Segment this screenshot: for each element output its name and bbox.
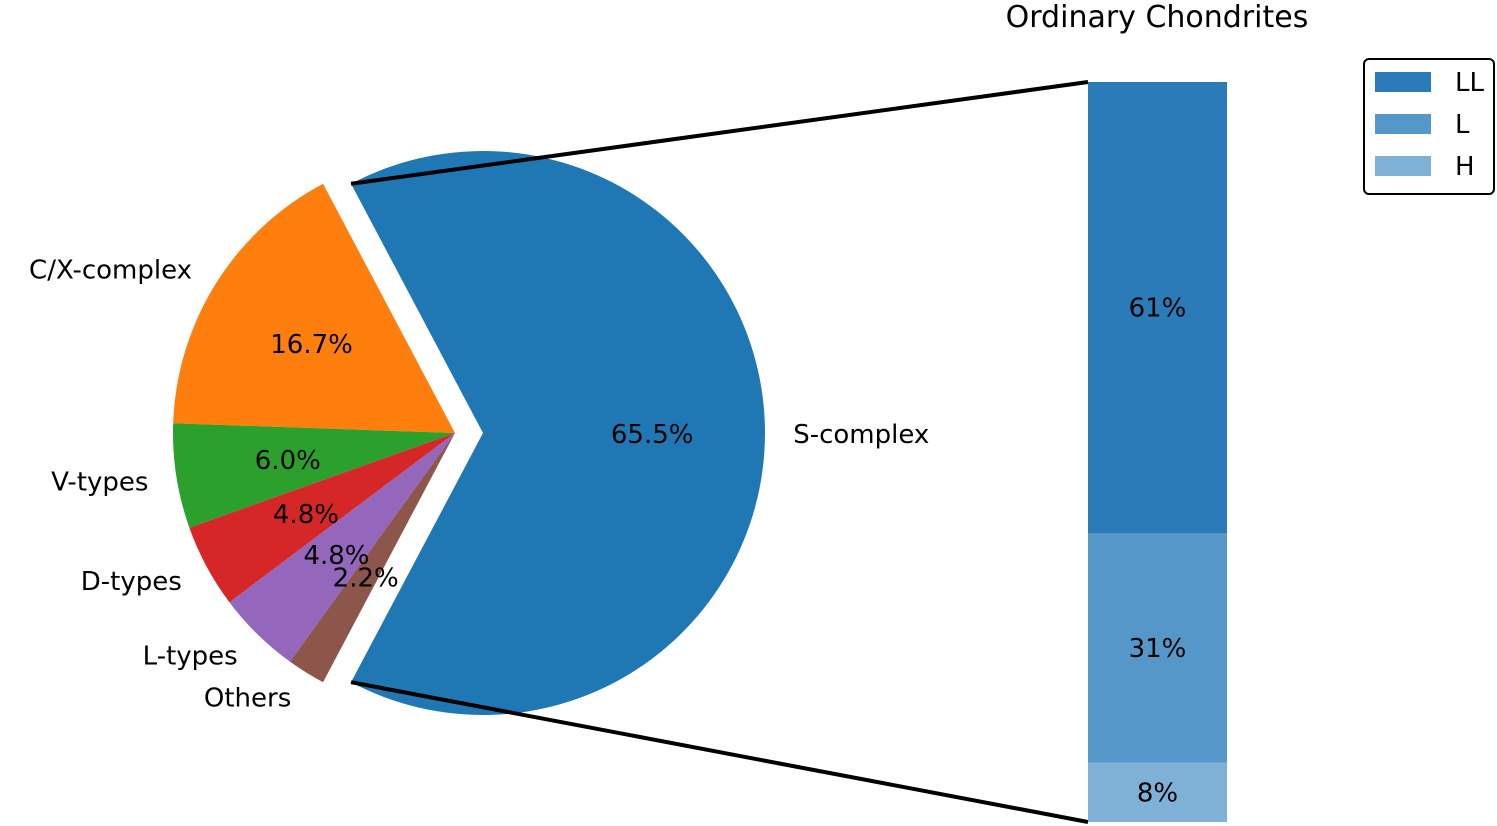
pie-slice-v-types (173, 423, 455, 528)
pie-category-label-others: Others (204, 683, 291, 713)
pie-category-label-l-types: L-types (143, 641, 238, 671)
bar-chart-title: Ordinary Chondrites (1006, 0, 1309, 35)
stacked-bar-chart: 61% 31% 8% (1088, 82, 1227, 822)
bar-segment-label-l: 31% (1129, 634, 1187, 664)
legend-swatch-h (1375, 156, 1431, 176)
bar-segment-label-h: 8% (1137, 778, 1178, 808)
bar-segment-l (1088, 533, 1227, 763)
pie-category-label-c-x-complex: C/X-complex (29, 255, 192, 285)
legend-swatch-l (1375, 114, 1431, 134)
legend-label-ll: LL (1455, 68, 1484, 98)
legend-label-l: L (1455, 110, 1470, 140)
pie-pct-label-v-types: 6.0% (255, 446, 321, 476)
pie-category-label-d-types: D-types (81, 567, 182, 597)
pie-slice-others (289, 433, 455, 683)
pie-pct-label-others: 2.2% (333, 564, 399, 594)
bar-segment-label-ll: 61% (1129, 294, 1187, 324)
pie-pct-label-d-types: 4.8% (273, 500, 339, 530)
pie-pct-label-c-x-complex: 16.7% (270, 330, 353, 360)
pie-pct-label-s-complex: 65.5% (611, 420, 694, 450)
connector-line-bottom (350, 680, 1089, 824)
pie-chart: 65.5% S-complex 16.7% C/X-complex 6.0% V-type… (29, 150, 929, 715)
pie-slice-d-types (189, 433, 455, 603)
legend-label-h: H (1455, 152, 1475, 182)
connector-lines (350, 80, 1089, 824)
pie-pct-label-l-types: 4.8% (303, 541, 369, 571)
pie-slice-s-complex (351, 150, 765, 715)
pie-category-label-s-complex: S-complex (793, 420, 929, 450)
bar-segment-h (1088, 762, 1227, 822)
pie-slice-c-x-complex (173, 183, 455, 433)
bar-segment-ll (1088, 82, 1227, 534)
pie-category-label-v-types: V-types (51, 468, 148, 498)
connector-line-top (350, 80, 1089, 186)
legend-swatch-ll (1375, 72, 1431, 92)
pie-slice-l-types (229, 433, 455, 662)
